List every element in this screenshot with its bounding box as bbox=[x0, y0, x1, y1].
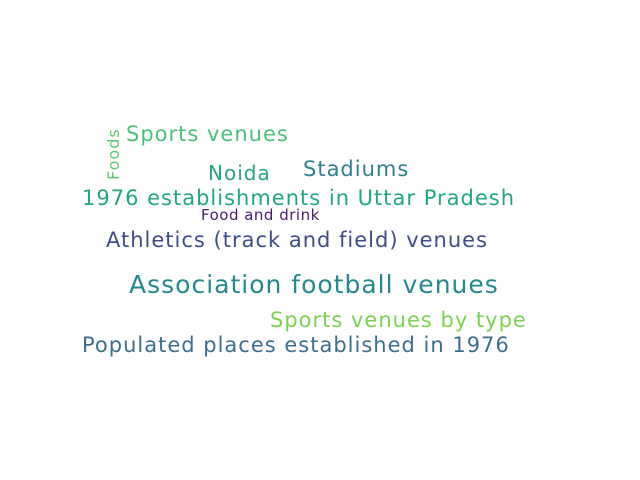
word-1976-establishments-uttar-pradesh: 1976 establishments in Uttar Pradesh bbox=[82, 186, 516, 210]
word-sports-venues: Sports venues bbox=[126, 122, 289, 146]
word-athletics-venues: Athletics (track and field) venues bbox=[106, 228, 489, 252]
word-stadiums: Stadiums bbox=[303, 157, 410, 181]
word-sports-venues-by-type: Sports venues by type bbox=[270, 308, 527, 332]
word-association-football-venues: Association football venues bbox=[129, 270, 499, 299]
word-noida: Noida bbox=[208, 161, 271, 185]
word-foods: Foods bbox=[104, 128, 123, 180]
word-food-and-drink: Food and drink bbox=[201, 206, 320, 224]
word-populated-places-1976: Populated places established in 1976 bbox=[82, 333, 510, 357]
